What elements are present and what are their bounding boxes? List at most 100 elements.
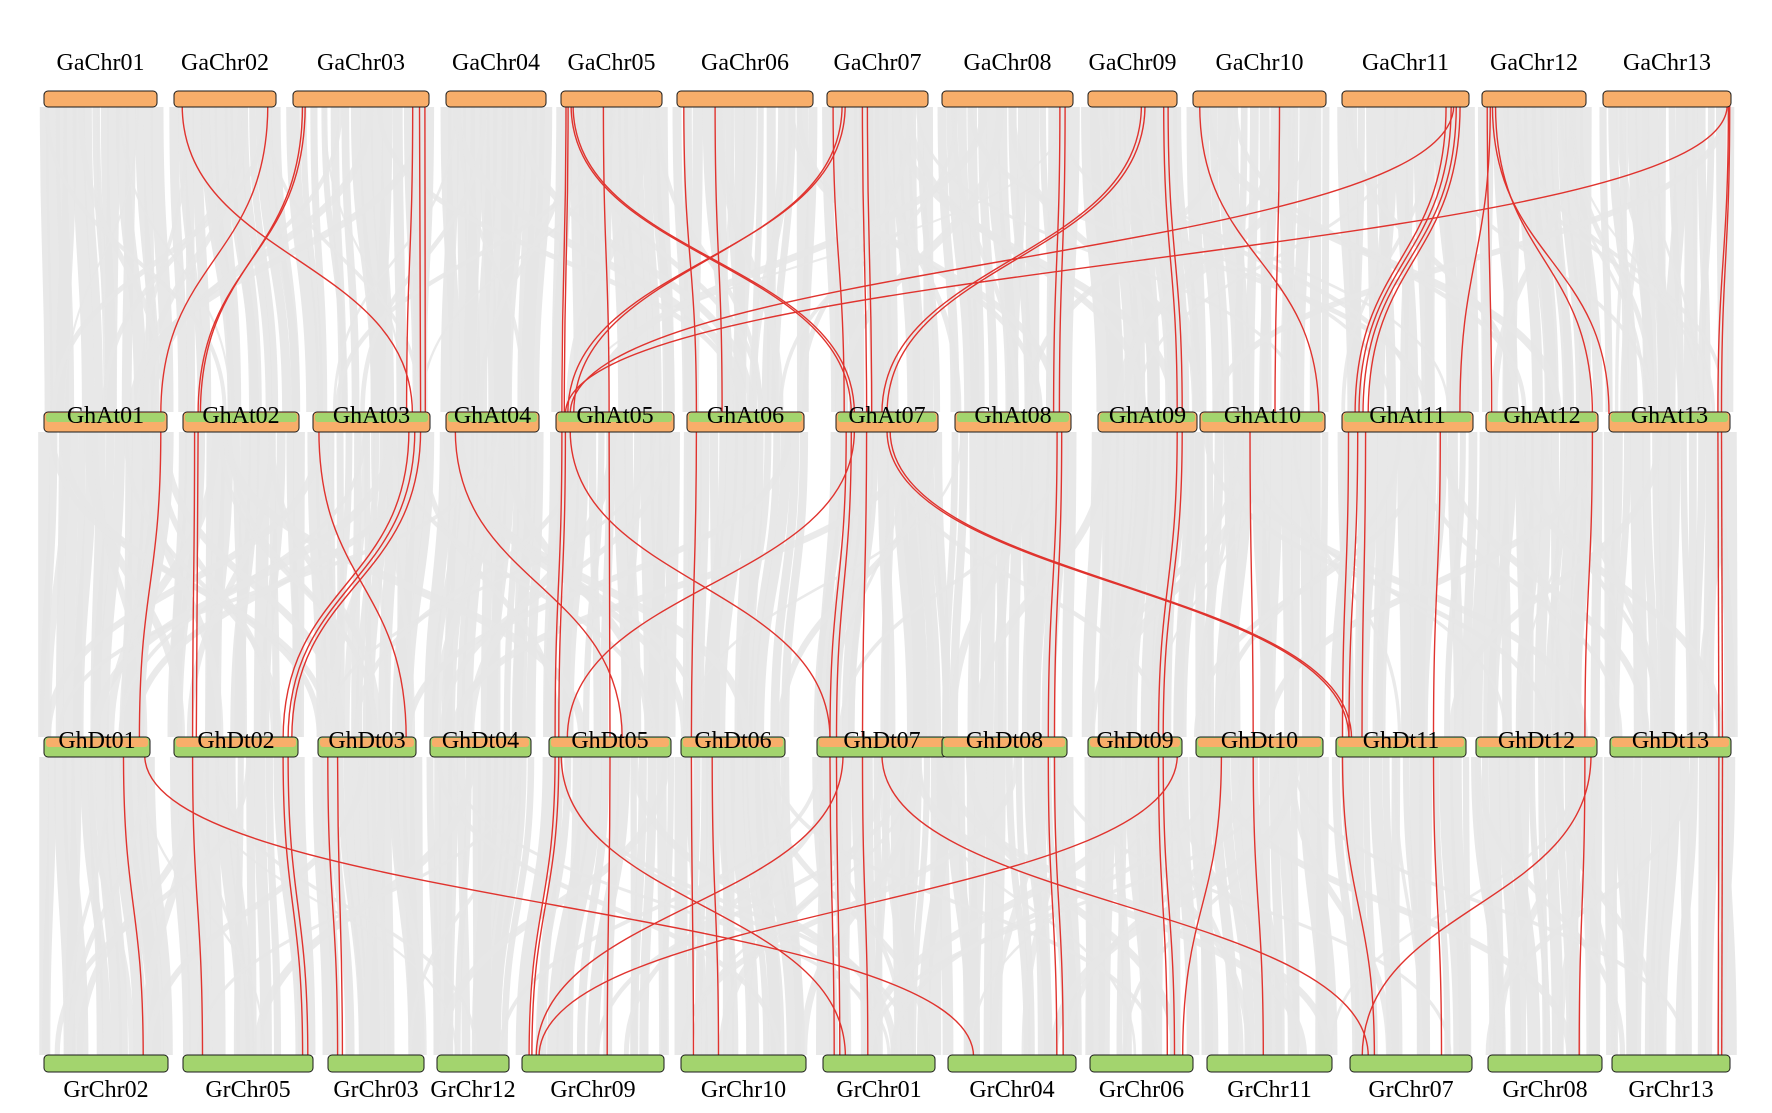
chromosome-label-ghdt06: GhDt06 [694, 728, 771, 754]
grey-link [1289, 431, 1301, 738]
grey-link [194, 756, 253, 1056]
chromosome-bar-ghdt09 [1087, 736, 1183, 758]
bar-body [947, 1054, 1077, 1073]
grey-link [1259, 756, 1272, 1056]
grey-link [1210, 756, 1239, 1056]
bar-stripe [1202, 413, 1323, 422]
grey-link [51, 106, 269, 413]
grey-link [1469, 431, 1493, 738]
grey-link [994, 431, 1013, 738]
bar-stripe [432, 738, 529, 747]
grey-link [1288, 756, 1393, 1056]
red-link [1053, 429, 1063, 740]
chromosome-label-grchr09: GrChr09 [550, 1077, 635, 1103]
red-link [528, 754, 556, 1058]
chromosome-bar-ghdt06 [680, 736, 786, 758]
bar-body [1481, 90, 1587, 108]
red-link [1354, 104, 1447, 415]
grey-link [1264, 431, 1601, 738]
chromosome-bar-gachr03 [292, 90, 430, 108]
red-link [318, 429, 407, 740]
chromosome-bar-ghat11 [1341, 411, 1474, 433]
grey-link [838, 431, 1064, 738]
grey-link [455, 431, 688, 738]
red-link [1047, 429, 1058, 740]
grey-link [879, 756, 909, 1056]
grey-link [123, 431, 282, 738]
grey-link [106, 431, 220, 738]
bar-body [1089, 1054, 1194, 1073]
grey-link [813, 431, 848, 738]
grey-link [1450, 756, 1471, 1056]
red-link [690, 429, 698, 740]
grey-link [186, 431, 275, 738]
bar-body [182, 1054, 314, 1073]
grey-link [1329, 756, 1581, 1056]
bar-stripe [1488, 413, 1596, 422]
chromosome-bar-ghdt03 [317, 736, 417, 758]
red-link [454, 429, 623, 740]
grey-link [816, 756, 834, 1056]
grey-link [312, 756, 334, 1056]
grey-link [1662, 431, 1681, 738]
red-link [1494, 104, 1594, 415]
chromosome-bar-ghat08 [954, 411, 1072, 433]
red-link [160, 104, 269, 415]
grey-link [1196, 431, 1235, 738]
chromosome-label-ghdt11: GhDt11 [1363, 728, 1439, 754]
grey-link [121, 106, 136, 413]
grey-link [389, 756, 427, 1056]
grey-link [916, 106, 1304, 413]
grey-link [1416, 756, 1433, 1056]
grey-link [362, 756, 387, 1056]
grey-link [864, 756, 1152, 1056]
grey-link [778, 106, 959, 413]
grey-link [253, 756, 476, 1056]
chromosome-bar-ghat06 [686, 411, 805, 433]
grey-link [42, 756, 57, 1056]
bar-body [941, 90, 1074, 108]
grey-link [1461, 431, 1478, 738]
grey-link [983, 756, 995, 1056]
red-link [602, 104, 610, 415]
chromosome-label-gachr11: GaChr11 [1362, 50, 1449, 76]
red-link [569, 429, 831, 740]
red-link [1721, 754, 1724, 1058]
grey-link [169, 106, 188, 413]
chromosome-bar-gachr09 [1087, 90, 1178, 108]
grey-link [215, 756, 249, 1056]
grey-link [1281, 431, 1295, 738]
grey-link [1245, 106, 1259, 413]
chromosome-label-ghat01: GhAt01 [67, 403, 144, 429]
red-link [191, 429, 196, 740]
grey-link [1021, 756, 1068, 1056]
red-link [1274, 104, 1281, 415]
grey-link [890, 756, 1218, 1056]
red-link [567, 104, 846, 415]
chromosome-label-ghdt01: GhDt01 [58, 728, 135, 754]
chromosome-label-ghdt10: GhDt10 [1221, 728, 1298, 754]
red-link [570, 104, 852, 415]
chromosome-label-grchr07: GrChr07 [1368, 1077, 1453, 1103]
grey-link [1615, 106, 1685, 413]
red-link [1367, 104, 1461, 415]
grey-link [911, 756, 1307, 1056]
grey-link [1579, 106, 1592, 413]
grey-link [1262, 431, 1284, 738]
red-link [1157, 754, 1168, 1058]
red-link [535, 754, 844, 1058]
grey-link [1699, 756, 1719, 1056]
red-link [714, 104, 723, 415]
grey-link [1691, 106, 1699, 413]
grey-link [1214, 431, 1244, 738]
chromosome-label-ghat02: GhAt02 [202, 403, 279, 429]
grey-link [547, 756, 593, 1056]
grey-link [83, 106, 104, 413]
grey-link [1516, 106, 1728, 413]
grey-link [1015, 756, 1035, 1056]
red-link [566, 429, 856, 740]
grey-link [1097, 431, 1119, 738]
grey-link [1061, 431, 1077, 738]
chromosome-label-grchr03: GrChr03 [333, 1077, 418, 1103]
